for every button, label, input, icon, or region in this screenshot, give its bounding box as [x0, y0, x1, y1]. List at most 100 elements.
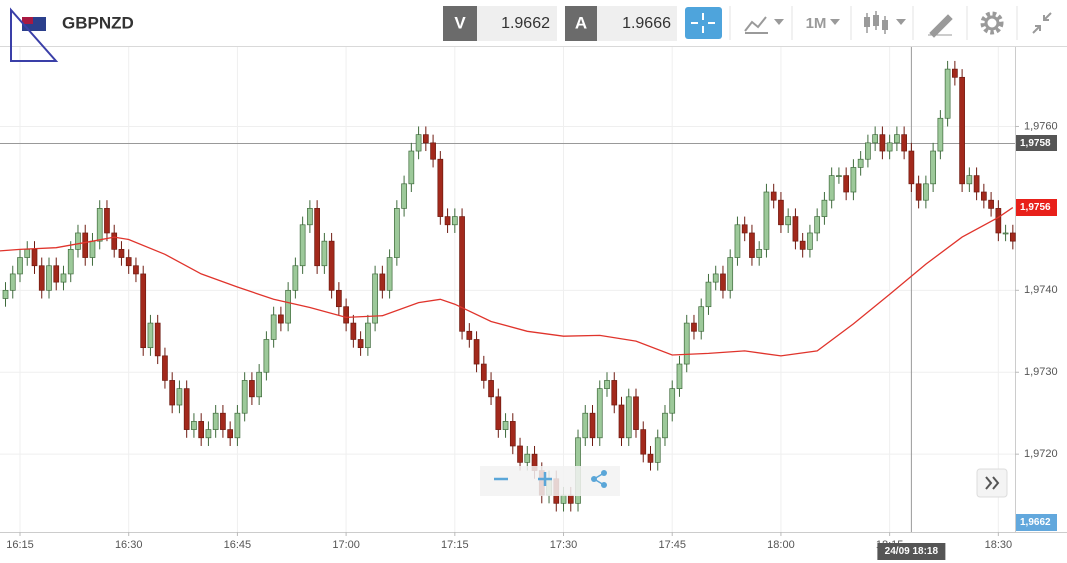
candle-body: [198, 421, 205, 439]
candle-body: [401, 183, 407, 209]
zoom-controls: [480, 466, 620, 496]
candle-body: [89, 240, 96, 258]
candle-body: [560, 494, 567, 504]
candle-body: [894, 134, 900, 144]
candle-body: [365, 322, 371, 349]
candle-body: [241, 380, 248, 414]
candle-body: [995, 208, 1002, 234]
candle-body: [814, 216, 821, 234]
candle-body: [263, 339, 270, 373]
dropdown-arrow: [830, 19, 840, 25]
candle-body: [524, 453, 531, 463]
candle-body: [937, 117, 944, 152]
candle-body: [509, 421, 516, 447]
bid-box[interactable]: [477, 6, 557, 41]
candle-body: [582, 412, 589, 439]
collapse-icon[interactable]: [1032, 12, 1052, 34]
last-price: 1,9756: [1020, 202, 1051, 213]
candle-body: [212, 412, 219, 430]
y-tick-label: 1,9720: [1024, 448, 1058, 460]
moving-average: [0, 207, 1014, 357]
candle-body: [118, 249, 125, 258]
candle-body: [625, 396, 632, 439]
symbol: GBPNZD: [62, 13, 134, 32]
candle-body: [770, 191, 777, 201]
crosshair-button[interactable]: [685, 7, 722, 39]
candle-body: [734, 224, 741, 258]
candle-body: [183, 388, 190, 430]
candle-body: [923, 183, 929, 201]
bid-price-axis: 1,9662: [1020, 517, 1051, 528]
candle-body: [227, 429, 234, 439]
candle-body: [785, 216, 792, 226]
ask-label-box[interactable]: [565, 6, 597, 41]
candle-body: [31, 249, 38, 267]
candle-body: [495, 396, 502, 430]
candle-body: [430, 142, 436, 160]
candle-body: [966, 175, 973, 185]
candle-body: [865, 142, 871, 160]
candle-body: [2, 289, 9, 299]
share-button[interactable]: [591, 470, 607, 488]
candle-body: [647, 453, 654, 463]
last-price-badge: [1016, 199, 1057, 216]
candle-body: [220, 412, 226, 430]
candle-body: [488, 380, 494, 398]
candle-body: [792, 216, 799, 242]
candle-body: [988, 199, 994, 209]
candle-body: [459, 216, 465, 332]
draw-icon[interactable]: [928, 14, 953, 38]
x-tick-label: 16:45: [224, 539, 252, 551]
candle-body: [727, 257, 734, 291]
candle-body: [372, 273, 378, 324]
candle-body: [930, 150, 936, 185]
candle-body: [336, 289, 342, 308]
candle-body: [24, 249, 31, 258]
candle-body: [879, 134, 886, 152]
candle-body: [611, 380, 618, 406]
candle-body: [82, 232, 89, 258]
candle-body: [17, 257, 23, 275]
candle-body: [915, 183, 922, 201]
candle-body: [1002, 232, 1009, 235]
candle-body: [821, 199, 828, 217]
candle-body: [9, 273, 16, 291]
candle-body: [357, 339, 364, 349]
candle-body: [778, 199, 784, 226]
candle-body: [756, 249, 763, 258]
crosshair-price: 1,9758: [1020, 138, 1051, 149]
candle-body: [53, 265, 60, 283]
candle-body: [720, 273, 726, 291]
candle-body: [393, 208, 400, 258]
x-tick-label: 17:45: [658, 539, 686, 551]
candle-body: [662, 412, 668, 439]
candle-body: [321, 240, 328, 267]
candle-body: [836, 175, 842, 177]
candle-body: [763, 191, 770, 250]
candle-body: [567, 494, 574, 504]
candle-body: [799, 240, 806, 250]
candle-body: [249, 380, 255, 398]
x-tick-label: 17:00: [332, 539, 360, 551]
candle-body: [698, 306, 705, 332]
candle-body: [350, 322, 357, 340]
chart-type-icon[interactable]: [744, 16, 768, 34]
candle-body: [749, 232, 755, 258]
bid-label-box[interactable]: [443, 6, 477, 41]
candle-body: [596, 388, 603, 439]
candle-body: [408, 150, 415, 185]
candle-body: [959, 76, 965, 185]
price-axis: [1015, 47, 1067, 532]
candle-icon-body: [873, 15, 879, 26]
candle-body: [604, 380, 610, 389]
crosshair-price-badge: [1016, 135, 1057, 151]
timeframe[interactable]: 1M: [806, 15, 827, 32]
candle-body: [872, 134, 878, 144]
x-tick-label: 17:15: [441, 539, 469, 551]
candle-body: [676, 363, 683, 389]
zoom-in[interactable]: [538, 472, 552, 486]
ask-box[interactable]: [597, 6, 677, 41]
settings-icon[interactable]: [980, 11, 1004, 35]
candle-icon-body: [882, 20, 888, 30]
